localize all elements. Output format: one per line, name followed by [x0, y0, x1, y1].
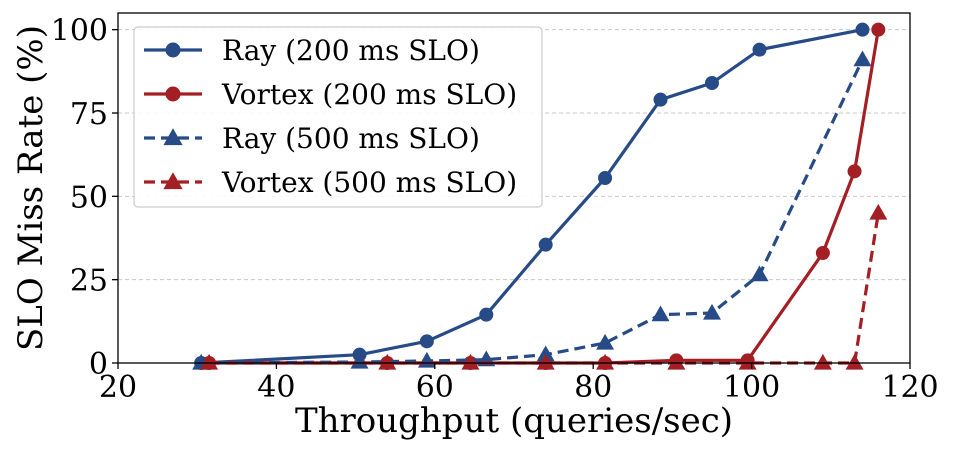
- data-point: [163, 172, 183, 190]
- legend-label: Ray (200 ms SLO): [222, 34, 480, 67]
- data-point: [813, 353, 832, 370]
- y-axis-label: SLO Miss Rate (%): [11, 25, 51, 351]
- y-tick-label: 100: [51, 14, 108, 49]
- data-point: [536, 353, 555, 370]
- data-point: [538, 237, 553, 252]
- y-tick-label: 75: [70, 97, 108, 132]
- data-point: [165, 86, 181, 102]
- data-point: [815, 246, 830, 260]
- x-tick-label: 80: [574, 370, 612, 405]
- data-point: [752, 42, 767, 57]
- legend: Ray (200 ms SLO) Vortex (200 ms SLO) Ray (…: [133, 26, 543, 208]
- data-point: [378, 353, 397, 370]
- legend-entry-3: Vortex (500 ms SLO): [144, 166, 517, 199]
- legend-label: Ray (500 ms SLO): [222, 122, 480, 155]
- data-point: [165, 42, 181, 58]
- y-tick-label: 25: [70, 264, 108, 299]
- data-point: [703, 303, 721, 320]
- series-line: [209, 212, 880, 365]
- x-tick-label: 100: [723, 370, 780, 405]
- x-tick-label: 20: [99, 370, 137, 405]
- data-point: [667, 353, 686, 370]
- data-point: [750, 265, 769, 282]
- x-tick-label: 60: [416, 370, 454, 405]
- legend-label: Vortex (200 ms SLO): [221, 78, 517, 111]
- data-point: [651, 305, 670, 322]
- data-point: [653, 92, 668, 107]
- series-line: [201, 58, 864, 365]
- y-tick-label: 0: [89, 347, 108, 382]
- data-point: [163, 128, 183, 146]
- series-group: [192, 22, 888, 370]
- series-3: [200, 203, 888, 370]
- legend-entry-2: Ray (500 ms SLO): [144, 122, 480, 155]
- legend-entry-1: Vortex (200 ms SLO): [144, 78, 517, 111]
- data-point: [596, 353, 615, 370]
- axes: [112, 12, 911, 369]
- x-axis-label: Throughput (queries/sec): [295, 401, 733, 441]
- x-tick-label: 120: [881, 370, 938, 405]
- data-point: [871, 22, 886, 37]
- y-tick-label: 50: [70, 180, 108, 215]
- data-point: [479, 307, 494, 322]
- x-tick-label: 40: [257, 370, 295, 405]
- data-point: [853, 50, 872, 67]
- data-point: [705, 76, 719, 90]
- legend-label: Vortex (500 ms SLO): [221, 166, 517, 199]
- data-point: [419, 334, 434, 349]
- data-point: [847, 164, 862, 179]
- data-point: [869, 203, 888, 220]
- series-line: [201, 28, 863, 365]
- data-point: [845, 353, 864, 370]
- tick-labels: 20 40 60 80 100 120 0 25 50 75 100: [51, 14, 939, 405]
- data-point: [461, 353, 480, 370]
- data-point: [855, 22, 870, 37]
- data-point: [598, 171, 613, 185]
- plot-frame: [117, 12, 911, 364]
- legend-box: [133, 26, 543, 208]
- legend-entry-0: Ray (200 ms SLO): [144, 34, 480, 67]
- data-point: [596, 333, 615, 350]
- data-point: [200, 353, 219, 370]
